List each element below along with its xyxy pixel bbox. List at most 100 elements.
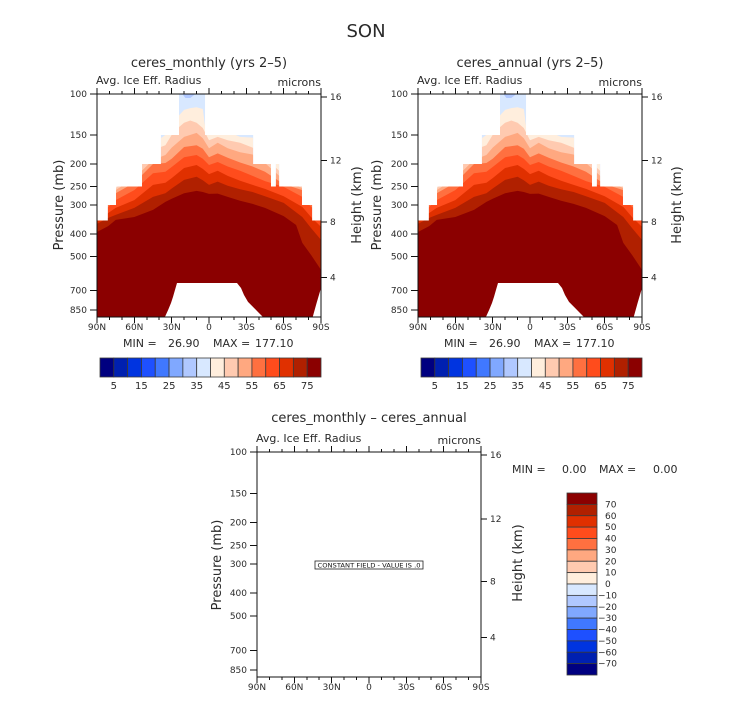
x-tick-label: 90N [409,323,427,333]
axes: 90N 60N 30N 0 30S 60S 90S 100 150 200 250 300 400 500… [230,446,502,693]
y-tick-label: 150 [391,131,408,141]
x-tick-label: 90S [633,323,650,333]
colorbar-label: 45 [218,381,231,392]
colorbar-label: −30 [598,614,617,624]
colorbar-label: 0 [605,580,611,590]
y2-tick-label: 12 [651,157,662,167]
colorbar-box [503,357,519,378]
max-value: 177.10 [576,337,615,350]
colorbar-label: 50 [605,523,617,533]
y-tick-label: 700 [391,287,408,297]
figure-title: SON [346,21,385,42]
colorbar-label: 65 [594,381,607,392]
colorbar-label: 75 [301,381,314,392]
colorbar-label: 55 [567,381,580,392]
y-axis-label: Pressure (mb) [210,520,225,611]
min-value: 26.90 [168,337,200,350]
colorbar-box [196,357,211,378]
x-tick-label: 30S [559,323,576,333]
colorbar-box [566,526,598,539]
x-tick-label: 60N [446,323,464,333]
colorbar-label: 40 [605,535,617,545]
panel-title: ceres_monthly (yrs 2–5) [131,56,287,71]
y-tick-label: 250 [230,541,247,551]
colorbar-box [420,357,436,378]
colorbar-box [600,357,615,378]
x-tick-label: 60S [435,683,452,693]
units-label: microns [437,434,481,447]
y2-tick-label: 8 [330,218,336,228]
colorbar-label: 25 [163,381,176,392]
colorbar-box [210,357,225,378]
constant-field-box [314,560,424,570]
x-tick-label: 90N [88,323,106,333]
colorbar-box [489,357,505,378]
colorbar-box [544,357,560,378]
colorbar-box [566,629,598,642]
y-tick-label: 850 [70,306,87,316]
colorbar-box [251,357,267,378]
colorbar-box [566,594,598,608]
x-tick-label: 90S [472,683,489,693]
x-tick-label: 60N [125,323,143,333]
colorbar-label: −70 [598,660,617,670]
min-label: MIN = [123,337,157,350]
variable-label: Avg. Ice Eff. Radius [96,74,202,87]
y-tick-label: 700 [230,646,247,656]
y-tick-label: 300 [230,560,247,570]
y-tick-label: 500 [230,612,247,622]
colorbar-box [306,357,322,378]
y2-axis-label: Height (km) [670,166,685,243]
variable-label: Avg. Ice Eff. Radius [417,74,523,87]
contour-band-75 [418,190,642,318]
x-tick-label: 90N [248,683,266,693]
colorbar-box [448,357,463,378]
y-tick-label: 100 [391,90,408,100]
colorbar-box [566,538,598,551]
colorbar-label: 75 [622,381,635,392]
colorbar-box [531,357,546,378]
no-data-region [485,283,584,317]
y2-tick-label: 16 [330,93,342,103]
colorbar-box [517,357,532,378]
y-tick-label: 200 [230,519,247,529]
y-tick-label: 150 [70,131,87,141]
colorbar-box [127,357,142,378]
colorbar-label: −40 [598,626,617,636]
x-tick-label: 30N [323,683,341,693]
colorbar-box [462,357,477,378]
colorbar-box [627,357,643,378]
colorbar-box [566,640,598,653]
colorbar-label: −50 [598,637,617,647]
x-tick-label: 0 [366,683,372,693]
axes: 90N 60N 30N 0 30S 60S 90S 100 150 200 250 300 400 500… [391,88,663,333]
max-value: 0.00 [653,463,678,476]
y2-tick-label: 12 [330,157,341,167]
colorbar-label: 5 [432,381,438,392]
min-value: 26.90 [489,337,521,350]
colorbar-label: 5 [111,381,117,392]
x-tick-label: 0 [206,323,212,333]
colorbar-box [566,549,598,562]
colorbar-label: 10 [605,569,617,579]
y-tick-label: 400 [391,230,408,240]
max-value: 177.10 [255,337,294,350]
colorbar-box [434,357,450,378]
panel-title: ceres_monthly – ceres_annual [271,411,466,426]
variable-label: Avg. Ice Eff. Radius [256,432,362,445]
y-axis-label: Pressure (mb) [52,160,67,251]
y2-axis-label: Height (km) [511,524,526,601]
max-label: MAX = [534,337,571,350]
colorbar-box [566,663,598,676]
x-tick-label: 30S [238,323,255,333]
y2-tick-label: 16 [490,451,502,461]
colorbar-box [566,492,598,505]
colorbar-box [141,357,156,378]
constant-field-text: CONSTANT FIELD - VALUE IS .0 [318,562,421,570]
colorbar: 5 15 25 35 45 55 65 75 [99,357,322,392]
colorbar-label: 15 [456,381,469,392]
min-label: MIN = [444,337,478,350]
y-tick-label: 100 [230,448,247,458]
